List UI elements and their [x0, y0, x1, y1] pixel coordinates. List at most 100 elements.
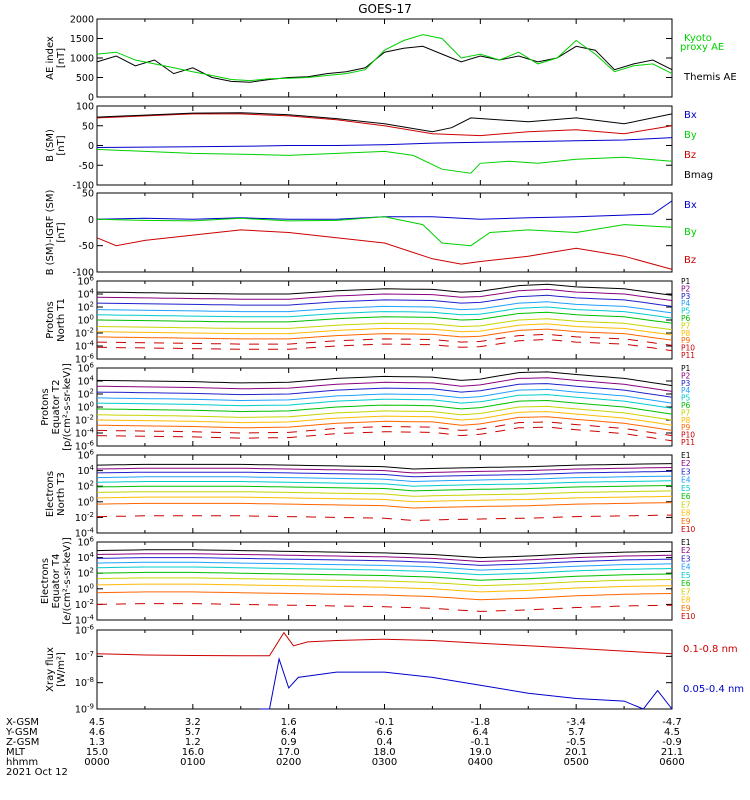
panel-frame [96, 629, 673, 710]
channel-e7 [96, 490, 673, 497]
y-tick-exponent: 4 [90, 375, 95, 383]
legend-e5: E5 [681, 571, 691, 580]
y-axis-label: [nT] [56, 135, 67, 155]
channel-p1 [96, 371, 673, 387]
channel-e6 [96, 571, 673, 581]
legend-p2: P2 [681, 371, 691, 380]
axis-row-value: 0600 [659, 757, 684, 768]
y-axis-label: Equator T4 [51, 554, 62, 609]
y-tick-label: 100 [77, 401, 94, 414]
y-tick-label: 0 [88, 93, 94, 104]
y-axis-label: Equator T2 [51, 380, 62, 435]
y-tick-label: 1500 [70, 34, 94, 45]
axis-row-value: -4.7 [662, 717, 682, 728]
axis-row-value: 4.5 [89, 717, 105, 728]
axis-row-label: X-GSM [6, 717, 39, 728]
channel-e8 [96, 495, 673, 503]
y-tick-exponent: -6 [87, 353, 95, 361]
channel-p3 [96, 294, 673, 307]
axis-row-value: 16.0 [182, 747, 204, 758]
series-by [96, 216, 673, 247]
channel-p9 [96, 328, 673, 341]
y-tick-label: 10-2 [75, 327, 94, 340]
channel-p10 [96, 421, 673, 437]
series-by [96, 148, 673, 174]
y-tick-label: 0 [88, 141, 94, 152]
channel-p4 [96, 388, 673, 404]
channel-e1 [96, 549, 673, 559]
channel-e5 [96, 566, 673, 576]
y-tick-exponent: -7 [87, 650, 94, 658]
legend-entry: 0.05-0.4 nm [683, 684, 744, 695]
legend-p6: P6 [681, 314, 691, 323]
axis-row-value: -0.1 [471, 737, 491, 748]
y-tick-label: 102 [77, 480, 94, 493]
y-tick-exponent: 2 [90, 388, 94, 396]
legend-e9: E9 [681, 517, 691, 526]
y-tick-label: 50 [82, 121, 94, 132]
legend-entry: 0.1-0.8 nm [683, 644, 738, 655]
axis-row-value: 0.4 [377, 737, 393, 748]
axis-row-value: 5.7 [568, 727, 584, 738]
y-tick-exponent: 4 [90, 551, 95, 559]
y-tick-label: 10-2 [75, 414, 94, 427]
y-tick-label: 104 [77, 288, 94, 301]
legend-e9: E9 [681, 604, 691, 613]
legend-e10: E10 [681, 525, 696, 534]
legend-entry: By [684, 130, 697, 141]
legend-e10: E10 [681, 612, 696, 621]
channel-e7 [96, 577, 673, 587]
channel-p6 [96, 311, 673, 324]
legend-p1: P1 [681, 364, 691, 373]
y-axis-label: Electrons [45, 471, 56, 517]
channel-p11 [96, 426, 673, 442]
legend-p10: P10 [681, 344, 695, 353]
series-bz [96, 113, 673, 137]
y-tick-exponent: 4 [90, 464, 95, 472]
y-tick-exponent: -2 [87, 414, 94, 422]
y-tick-exponent: -2 [87, 327, 94, 335]
channel-e10 [96, 514, 673, 522]
legend-p4: P4 [681, 386, 691, 395]
channel-e8 [96, 583, 673, 593]
channel-e3 [96, 470, 673, 478]
legend-entry: Bx [684, 110, 697, 121]
y-tick-label: 106 [77, 536, 94, 549]
y-tick-label: 104 [77, 464, 94, 477]
y-axis-label: Protons [40, 388, 51, 425]
channel-p1 [96, 283, 673, 296]
legend-e2: E2 [681, 459, 691, 468]
y-tick-label: 106 [77, 362, 94, 375]
axis-row-value: 1.3 [89, 737, 105, 748]
legend-entry: Bx [684, 200, 697, 211]
y-tick-exponent: 0 [90, 314, 94, 322]
panel-frame [96, 367, 673, 447]
legend-entry: By [684, 227, 697, 238]
y-tick-exponent: 6 [90, 275, 95, 283]
y-axis-label: B (SM) [45, 129, 56, 162]
legend-e7: E7 [681, 587, 691, 596]
channel-e10 [96, 603, 673, 612]
legend-p5: P5 [681, 394, 691, 403]
legend-e3: E3 [681, 467, 691, 476]
legend-entry: proxy AE [680, 42, 724, 53]
axis-row-value: -0.1 [375, 717, 395, 728]
y-tick-exponent: 0 [90, 582, 94, 590]
axis-row-value: 6.4 [472, 727, 488, 738]
y-tick-label: 10-8 [75, 676, 94, 689]
y-tick-exponent: 6 [90, 536, 95, 544]
channel-p7 [96, 318, 673, 331]
legend-e8: E8 [681, 596, 691, 605]
legend-p11: P11 [681, 438, 695, 447]
axis-row-label: hhmm [6, 757, 38, 768]
y-axis-label: AE index [45, 36, 56, 80]
y-tick-label: 106 [77, 449, 94, 462]
legend-e3: E3 [681, 554, 691, 563]
channel-e4 [96, 475, 673, 483]
legend-e6: E6 [681, 579, 691, 588]
series-bmag [96, 112, 673, 133]
